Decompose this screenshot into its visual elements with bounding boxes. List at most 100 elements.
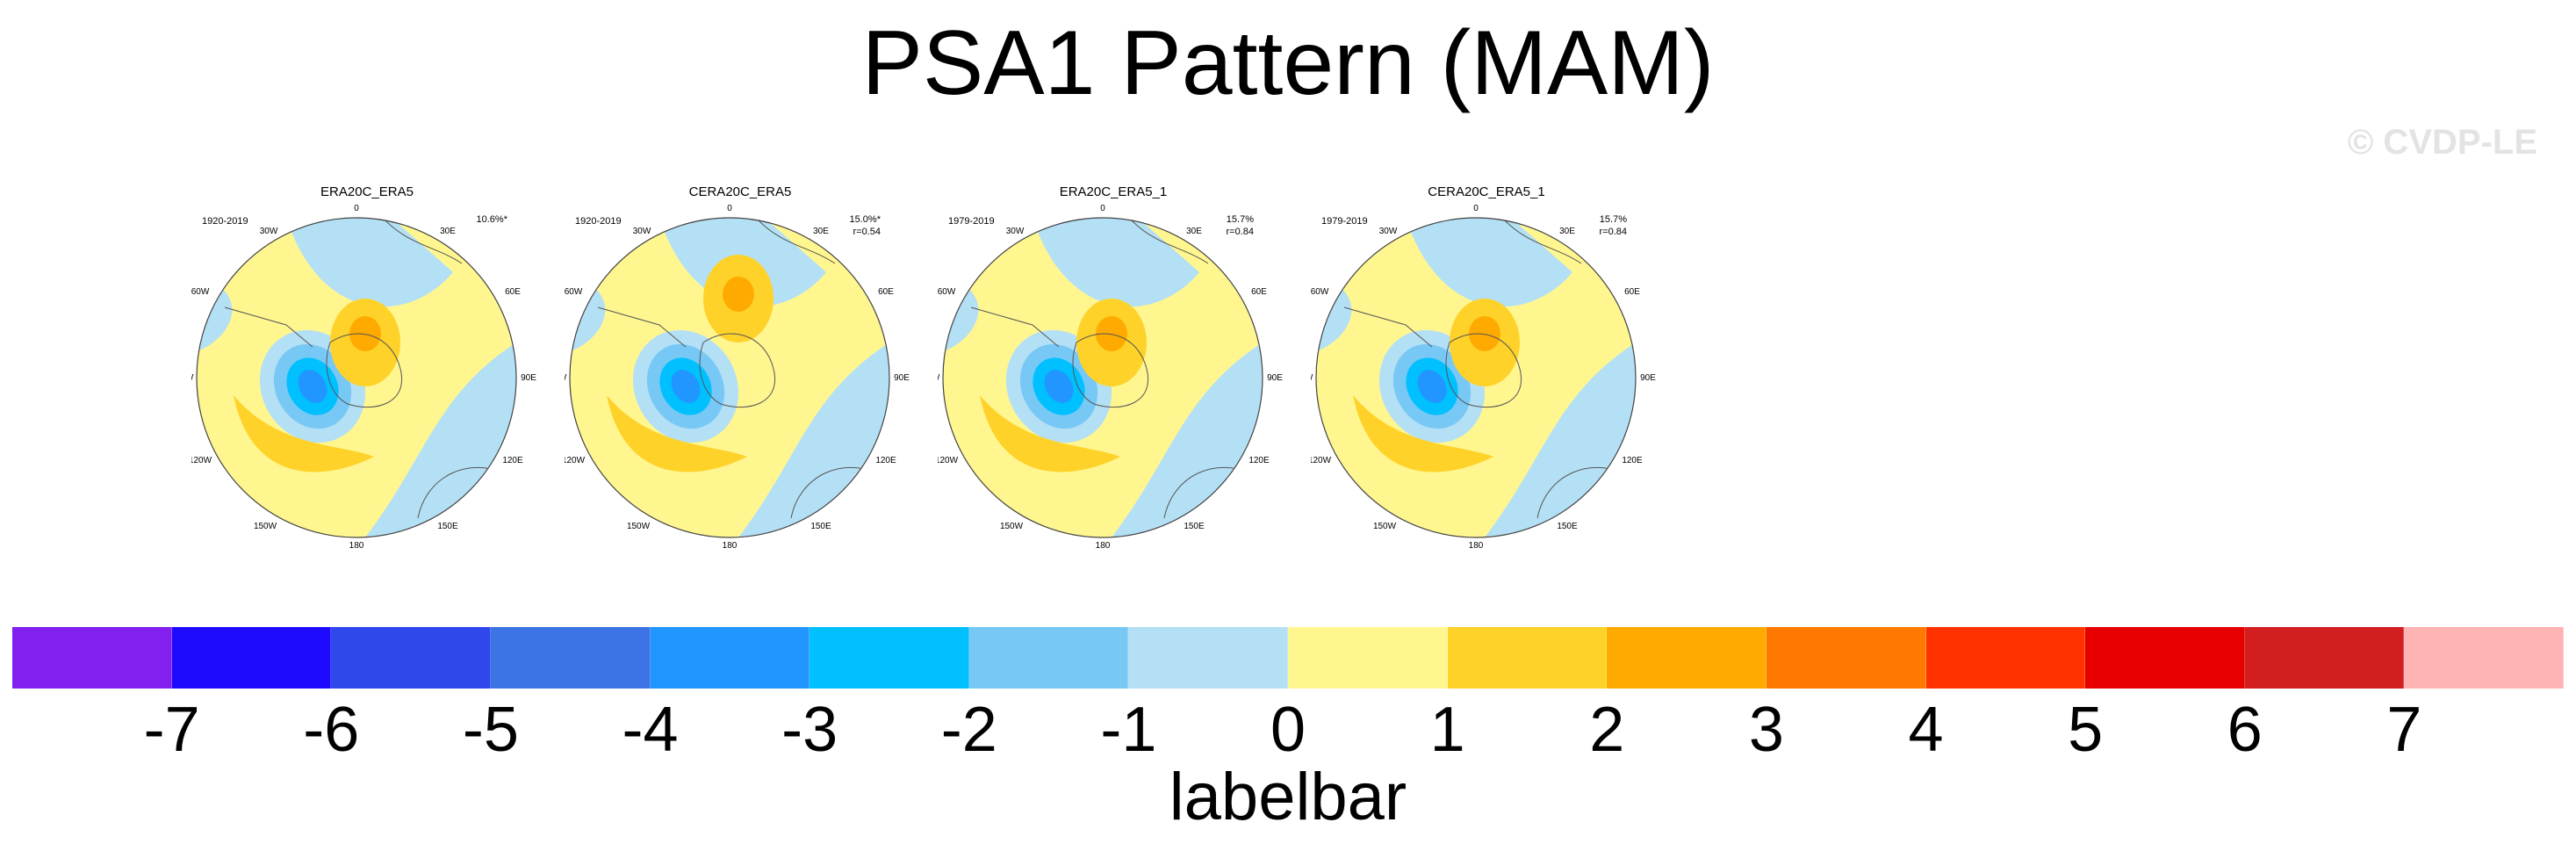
colorbar-swatch: [1128, 627, 1288, 689]
field-positive-area: [607, 395, 747, 472]
panel-title: ERA20C_ERA5: [320, 184, 414, 199]
map-panel: CERA20C_ERA5_1 1979-2019 15.7% r=0.84 0 3…: [1311, 176, 1680, 562]
longitude-label: 150E: [1184, 522, 1205, 531]
longitude-label: 90W: [191, 373, 194, 383]
longitude-label: 120E: [875, 456, 896, 465]
colorbar-tick-label: -2: [940, 695, 997, 765]
panel-correlation: r=0.84: [1226, 227, 1255, 237]
longitude-label: 90E: [894, 373, 910, 383]
longitude-label: 120E: [502, 456, 523, 465]
colorbar-swatch: [331, 627, 491, 689]
field-negative-area: [1044, 370, 1074, 403]
africa-coastline: [382, 218, 463, 264]
longitude-label: 30W: [1379, 227, 1398, 236]
longitude-label: 180: [349, 541, 364, 551]
map-panel: CERA20C_ERA5 1920-2019 15.0%* r=0.54 0 30…: [565, 176, 933, 562]
panel-variance: 10.6%*: [476, 214, 507, 225]
longitude-label: 90E: [521, 373, 536, 383]
field-positive-area: [1096, 316, 1127, 351]
longitude-label: 60E: [505, 287, 521, 297]
map-panel: ERA20C_ERA5_1 1979-2019 15.7% r=0.84 0 30…: [938, 176, 1306, 562]
longitude-label: 150W: [254, 522, 277, 531]
africa-coastline: [755, 218, 836, 264]
longitude-label: 120W: [938, 456, 959, 465]
field-negative-area: [286, 218, 453, 307]
polar-map: 0 30W 30E 60W 60E 90W 90E 120W 120E 150W 150E 180: [565, 204, 910, 551]
longitude-label: 60W: [191, 287, 210, 297]
longitude-label: 180: [1096, 541, 1111, 551]
panel-years: 1920-2019: [202, 216, 248, 227]
colorbar-tick-label: -7: [143, 695, 200, 765]
figure-title: PSA1 Pattern (MAM): [861, 12, 1715, 114]
panel-variance: 15.7%: [1599, 214, 1627, 225]
south-america-coastline: [224, 307, 313, 348]
panel-years: 1979-2019: [948, 216, 995, 227]
panel-title: CERA20C_ERA5: [688, 184, 792, 199]
longitude-label: 0: [1100, 204, 1105, 213]
colorbar-swatch: [1925, 627, 2086, 689]
longitude-label: 30E: [813, 227, 829, 236]
africa-coastline: [1128, 218, 1209, 264]
field-negative-area: [671, 370, 701, 403]
panel-correlation: r=0.84: [1599, 227, 1628, 237]
longitude-label: 0: [727, 204, 732, 213]
colorbar-swatch: [650, 627, 810, 689]
colorbar-swatch: [490, 627, 651, 689]
colorbar-tick-label: 4: [1908, 695, 1944, 765]
polar-map: 0 30W 30E 60W 60E 90W 90E 120W 120E 150W 150E 180: [1311, 204, 1656, 551]
longitude-label: 90E: [1640, 373, 1656, 383]
colorbar-tick-label: -6: [303, 695, 360, 765]
colorbar-swatch: [1766, 627, 1926, 689]
field-negative-area: [1033, 218, 1199, 307]
panel-years: 1979-2019: [1321, 216, 1368, 227]
colorbar-label: labelbar: [1169, 760, 1407, 834]
colorbar-tick-label: 7: [2386, 695, 2422, 765]
south-america-coastline: [597, 307, 687, 348]
longitude-label: 180: [723, 541, 738, 551]
panel-variance: 15.0%*: [849, 214, 881, 225]
colorbar-swatch: [968, 627, 1129, 689]
panel-title: CERA20C_ERA5_1: [1428, 184, 1545, 199]
colorbar-tick-label: -5: [462, 695, 519, 765]
longitude-label: 150E: [437, 522, 458, 531]
panel-correlation: r=0.54: [853, 227, 881, 237]
colorbar-tick-label: 1: [1429, 695, 1465, 765]
antarctica-coastline: [1072, 333, 1149, 408]
colorbar-tick-label: 2: [1589, 695, 1625, 765]
longitude-label: 90E: [1267, 373, 1283, 383]
colorbar-swatch: [2085, 627, 2245, 689]
antarctica-coastline: [326, 333, 403, 408]
colorbar-tick-label: -4: [622, 695, 679, 765]
longitude-label: 120W: [191, 456, 212, 465]
colorbar-swatch: [2244, 627, 2405, 689]
longitude-label: 120W: [1311, 456, 1332, 465]
panel-years: 1920-2019: [575, 216, 622, 227]
longitude-label: 60W: [938, 287, 956, 297]
longitude-label: 60E: [1624, 287, 1640, 297]
longitude-label: 90W: [565, 373, 567, 383]
longitude-label: 120E: [1622, 456, 1643, 465]
field-positive-area: [1353, 395, 1493, 472]
longitude-label: 90W: [1311, 373, 1313, 383]
colorbar-swatch: [12, 627, 172, 689]
south-america-coastline: [1343, 307, 1433, 348]
panel-variance: 15.7%: [1226, 214, 1254, 225]
longitude-label: 180: [1469, 541, 1484, 551]
antarctica-coastline: [699, 333, 776, 408]
longitude-label: 150W: [1373, 522, 1397, 531]
longitude-label: 30W: [260, 227, 278, 236]
colorbar-tick-label: 5: [2068, 695, 2104, 765]
longitude-label: 60W: [1311, 287, 1329, 297]
colorbar-swatch: [809, 627, 969, 689]
polar-map: 0 30W 30E 60W 60E 90W 90E 120W 120E 150W 150E 180: [938, 204, 1283, 551]
field-negative-area: [298, 370, 327, 403]
longitude-label: 150E: [810, 522, 831, 531]
map-border: [196, 217, 517, 538]
longitude-label: 60E: [878, 287, 894, 297]
longitude-label: 30E: [440, 227, 456, 236]
field-positive-area: [980, 395, 1120, 472]
longitude-label: 150E: [1557, 522, 1578, 531]
colorbar: [12, 627, 2564, 689]
africa-coastline: [1501, 218, 1582, 264]
colorbar-tick-label: 0: [1270, 695, 1306, 765]
